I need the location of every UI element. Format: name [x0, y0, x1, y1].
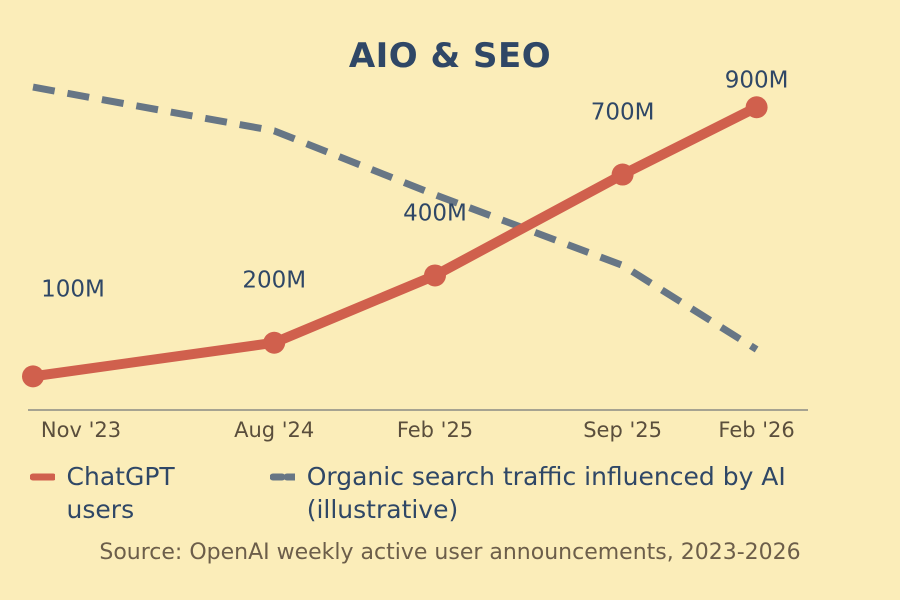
chart-title: AIO & SEO	[348, 36, 552, 76]
legend-chatgpt: ChatGPT users	[30, 460, 240, 526]
x-tick-label-1: Aug '24	[234, 418, 314, 442]
x-tick-label-4: Feb '26	[718, 418, 794, 442]
legend-chatgpt-label: ChatGPT users	[66, 462, 175, 524]
data-label-chatgpt-3: 700M	[591, 100, 655, 126]
data-label-chatgpt-2: 400M	[403, 200, 467, 226]
legend-organic-swatch	[270, 473, 295, 481]
x-tick-label-0: Nov '23	[41, 418, 121, 442]
data-label-chatgpt-0: 100M	[41, 276, 105, 302]
data-point-chatgpt-3	[611, 163, 634, 186]
series-line-organic	[32, 83, 759, 353]
data-point-chatgpt-4	[745, 96, 768, 119]
data-label-chatgpt-1: 200M	[242, 268, 306, 294]
legend-chatgpt-swatch	[30, 473, 55, 481]
data-point-chatgpt-0	[22, 365, 44, 388]
x-tick-label-3: Sep '25	[583, 418, 662, 442]
data-label-chatgpt-4: 900M	[725, 67, 789, 93]
legend-organic: Organic search traffic influenced by AI …	[270, 460, 870, 526]
legend-organic-label: Organic search traffic influenced by AI …	[306, 462, 786, 524]
series-line-chatgpt	[28, 102, 762, 382]
data-point-chatgpt-1	[263, 331, 286, 354]
source-note: Source: OpenAI weekly active user announ…	[99, 540, 801, 565]
data-point-chatgpt-2	[424, 264, 446, 287]
x-tick-label-2: Feb '25	[397, 418, 473, 442]
